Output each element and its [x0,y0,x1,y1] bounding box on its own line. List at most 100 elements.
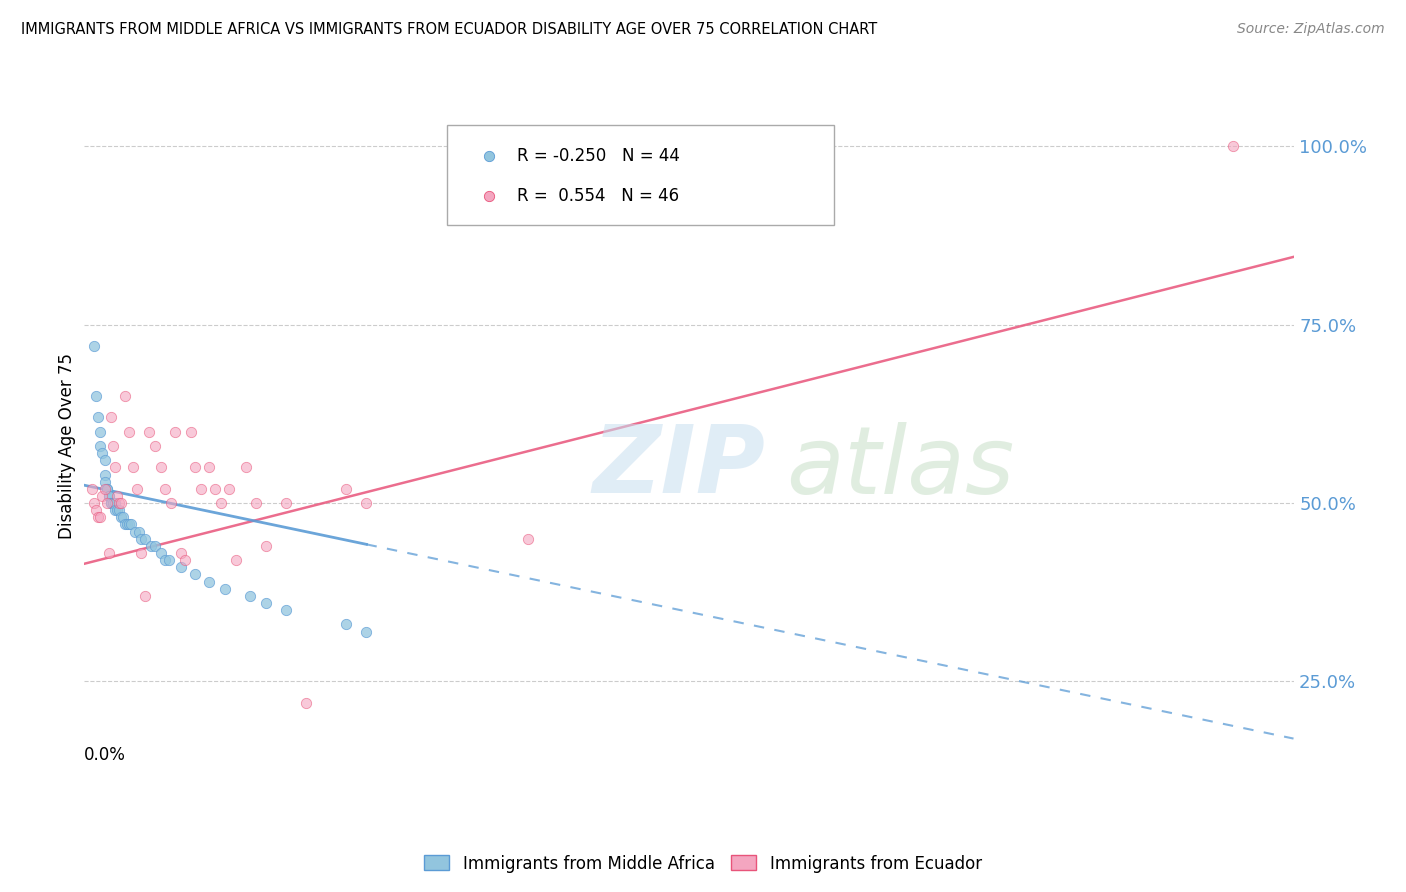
Point [96,482,118,496]
Point [115,517,138,532]
Point [96,496,118,510]
Point [93,467,115,482]
Text: Source: ZipAtlas.com: Source: ZipAtlas.com [1237,22,1385,37]
Point [97,546,120,560]
Point [110,496,132,510]
Point [91,489,114,503]
Point [89,510,111,524]
Text: IMMIGRANTS FROM MIDDLE AFRICA VS IMMIGRANTS FROM ECUADOR DISABILITY AGE OVER 75 : IMMIGRANTS FROM MIDDLE AFRICA VS IMMIGRA… [21,22,877,37]
Point [118,425,141,439]
Point [170,560,193,574]
Point [1222,139,1244,153]
Point [93,482,115,496]
Point [105,489,128,503]
Point [91,446,114,460]
Point [184,460,207,475]
Point [149,460,172,475]
Point [134,589,156,603]
Point [104,460,127,475]
Point [118,517,141,532]
Point [82,482,104,496]
Point [83,496,105,510]
Point [143,539,166,553]
Point [204,482,226,496]
Point [214,582,236,596]
Point [516,532,538,546]
Text: R =  0.554   N = 46: R = 0.554 N = 46 [517,187,679,205]
Point [101,496,124,510]
Point [100,410,122,425]
Point [104,503,127,517]
Point [748,206,770,220]
Point [356,624,378,639]
Point [184,567,207,582]
Point [245,496,267,510]
Point [97,489,120,503]
Text: atlas: atlas [786,422,1014,513]
Point [274,603,297,617]
Point [143,439,166,453]
Point [174,553,197,567]
Point [129,546,152,560]
Point [86,389,108,403]
Point [239,589,262,603]
Point [138,425,160,439]
Point [93,453,115,467]
Point [335,482,357,496]
FancyBboxPatch shape [447,125,834,225]
Point [107,496,129,510]
Point [198,460,221,475]
Point [748,246,770,260]
Point [153,553,176,567]
Point [165,425,187,439]
Point [139,539,162,553]
Point [105,503,128,517]
Point [111,510,134,524]
Point [89,425,111,439]
Point [110,510,132,524]
Point [295,696,318,710]
Point [93,475,115,489]
Point [235,460,257,475]
Point [97,489,120,503]
Point [101,439,124,453]
Point [157,553,180,567]
Point [121,460,143,475]
Text: 0.0%: 0.0% [84,746,127,764]
Point [254,539,277,553]
Point [129,532,152,546]
Point [190,482,212,496]
Point [209,496,232,510]
Point [198,574,221,589]
Point [100,496,122,510]
Point [114,389,136,403]
Point [89,439,111,453]
Point [180,425,202,439]
Point [225,553,247,567]
Legend: Immigrants from Middle Africa, Immigrants from Ecuador: Immigrants from Middle Africa, Immigrant… [418,848,988,880]
Point [254,596,277,610]
Point [218,482,240,496]
Point [114,517,136,532]
Point [96,482,118,496]
Point [87,410,110,425]
Point [100,496,122,510]
Point [170,546,193,560]
Point [107,503,129,517]
Y-axis label: Disability Age Over 75: Disability Age Over 75 [58,353,76,539]
Point [104,496,127,510]
Point [128,524,150,539]
Point [83,339,105,353]
Point [124,524,146,539]
Point [149,546,172,560]
Point [120,517,142,532]
Point [87,510,110,524]
Point [86,503,108,517]
Text: R = -0.250   N = 44: R = -0.250 N = 44 [517,147,681,165]
Point [160,496,183,510]
Point [153,482,176,496]
Point [274,496,297,510]
Point [335,617,357,632]
Point [134,532,156,546]
Point [125,482,148,496]
